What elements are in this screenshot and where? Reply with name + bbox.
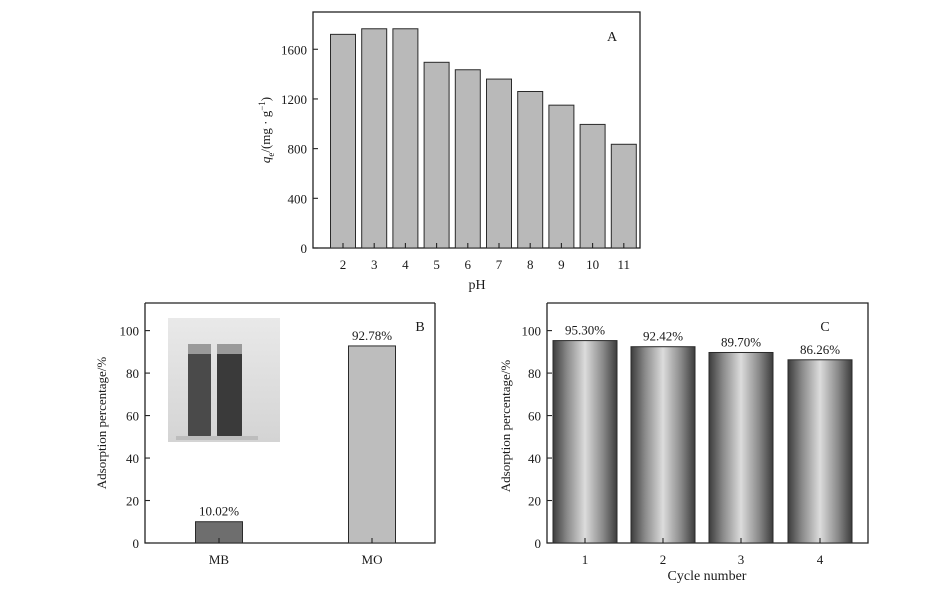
c-data-label: 95.30% — [565, 323, 605, 338]
a-x-tick-label: 8 — [527, 257, 534, 272]
b-data-label: 10.02% — [199, 504, 239, 519]
b-bar — [348, 345, 396, 544]
b-y-tick-label: 0 — [133, 536, 140, 551]
a-x-tick-label: 10 — [586, 257, 599, 272]
panel-b-y-ticks: 0 20 40 60 80 100 — [120, 324, 150, 551]
panel-a-bars — [330, 28, 637, 249]
a-bar — [579, 123, 606, 249]
panel-a-y-label-unit: /(mg · g — [258, 110, 273, 152]
panel-a: 0 400 800 1200 1600 2 3 4 5 6 7 8 9 10 11 A pH qe/(mg… — [257, 11, 641, 293]
c-y-tick-label: 40 — [528, 451, 541, 466]
panel-a-x-ticks: 2 3 4 5 6 7 8 9 10 11 — [340, 243, 630, 272]
c-data-label: 86.26% — [800, 342, 840, 357]
c-bar — [552, 340, 618, 544]
b-data-label: 92.78% — [352, 328, 392, 343]
a-bar — [486, 78, 512, 249]
c-y-tick-label: 0 — [535, 536, 542, 551]
b-y-tick-label: 60 — [126, 409, 139, 424]
panel-c-x-axis-label: Cycle number — [668, 569, 747, 584]
a-bar — [610, 143, 637, 249]
panel-b-letter: B — [415, 320, 424, 335]
inset-photo-base — [176, 436, 258, 440]
b-y-tick-label: 40 — [126, 451, 139, 466]
a-x-tick-label: 6 — [465, 257, 472, 272]
a-y-tick-label: 1200 — [281, 92, 307, 107]
b-y-tick-label: 20 — [126, 494, 139, 509]
panel-b: 10.02% 92.78% 0 20 40 60 80 100 MB MO B Adsorpt… — [94, 302, 436, 567]
panel-a-y-ticks: 0 400 800 1200 1600 — [281, 42, 318, 256]
c-x-tick-label: 1 — [582, 552, 589, 567]
c-x-tick-label: 4 — [817, 552, 824, 567]
a-y-tick-label: 0 — [301, 241, 308, 256]
inset-photo — [168, 318, 280, 442]
test-tube-left — [188, 350, 211, 438]
test-tube-left-cap — [188, 344, 211, 354]
a-x-tick-label: 11 — [618, 257, 631, 272]
a-bar — [330, 33, 356, 249]
panel-c-bars: 95.30% 92.42% 89.70% 86.26% — [552, 323, 853, 544]
c-x-tick-label: 2 — [660, 552, 667, 567]
test-tube-right — [217, 350, 242, 438]
panel-b-x-ticks: MB MO — [209, 538, 383, 567]
a-x-tick-label: 4 — [402, 257, 409, 272]
panel-c-frame — [546, 302, 869, 544]
panel-c: 95.30% 92.42% 89.70% 86.26% 0 20 40 60 80 100 1 2… — [498, 302, 869, 584]
panel-c-letter: C — [820, 320, 829, 335]
a-bar — [361, 28, 388, 249]
c-y-tick-label: 80 — [528, 366, 541, 381]
a-y-tick-label: 1600 — [281, 42, 307, 57]
panel-a-y-label-close: ) — [258, 97, 273, 101]
panel-c-x-ticks: 1 2 3 4 — [582, 538, 824, 567]
panel-b-frame — [144, 303, 436, 544]
panel-a-y-axis-label: qe/(mg · g−1) — [257, 97, 276, 163]
a-x-tick-label: 5 — [433, 257, 440, 272]
c-data-label: 89.70% — [721, 334, 761, 349]
a-bar — [548, 104, 575, 249]
c-y-tick-label: 20 — [528, 494, 541, 509]
a-bar — [392, 28, 419, 249]
c-bar — [630, 346, 696, 544]
a-y-tick-label: 800 — [288, 142, 308, 157]
a-bar — [517, 90, 544, 249]
test-tube-right-cap — [217, 344, 242, 354]
b-y-tick-label: 80 — [126, 366, 139, 381]
b-x-tick-label: MO — [362, 552, 383, 567]
panel-a-y-label-symbol: q — [258, 156, 273, 163]
c-y-tick-label: 60 — [528, 409, 541, 424]
a-x-tick-label: 2 — [340, 257, 347, 272]
panel-a-x-axis-label: pH — [468, 278, 485, 293]
a-x-tick-label: 3 — [371, 257, 378, 272]
a-x-tick-label: 9 — [558, 257, 565, 272]
c-bar — [708, 351, 774, 544]
c-data-label: 92.42% — [643, 329, 683, 344]
c-x-tick-label: 3 — [738, 552, 745, 567]
a-y-tick-label: 400 — [288, 191, 308, 206]
panel-a-y-label-sup: −1 — [257, 101, 267, 111]
b-y-tick-label: 100 — [120, 324, 140, 339]
c-y-tick-label: 100 — [522, 324, 542, 339]
a-x-tick-label: 7 — [496, 257, 503, 272]
panel-b-y-axis-label: Adsorption percentage/% — [94, 357, 109, 490]
panel-c-y-ticks: 0 20 40 60 80 100 — [522, 324, 552, 551]
a-bar — [454, 69, 481, 249]
panel-a-y-label-sub: e — [266, 153, 276, 157]
c-bar — [787, 359, 853, 544]
b-x-tick-label: MB — [209, 552, 230, 567]
panel-c-y-axis-label: Adsorption percentage/% — [498, 360, 513, 493]
a-bar — [423, 61, 450, 249]
panel-a-letter: A — [607, 30, 618, 45]
